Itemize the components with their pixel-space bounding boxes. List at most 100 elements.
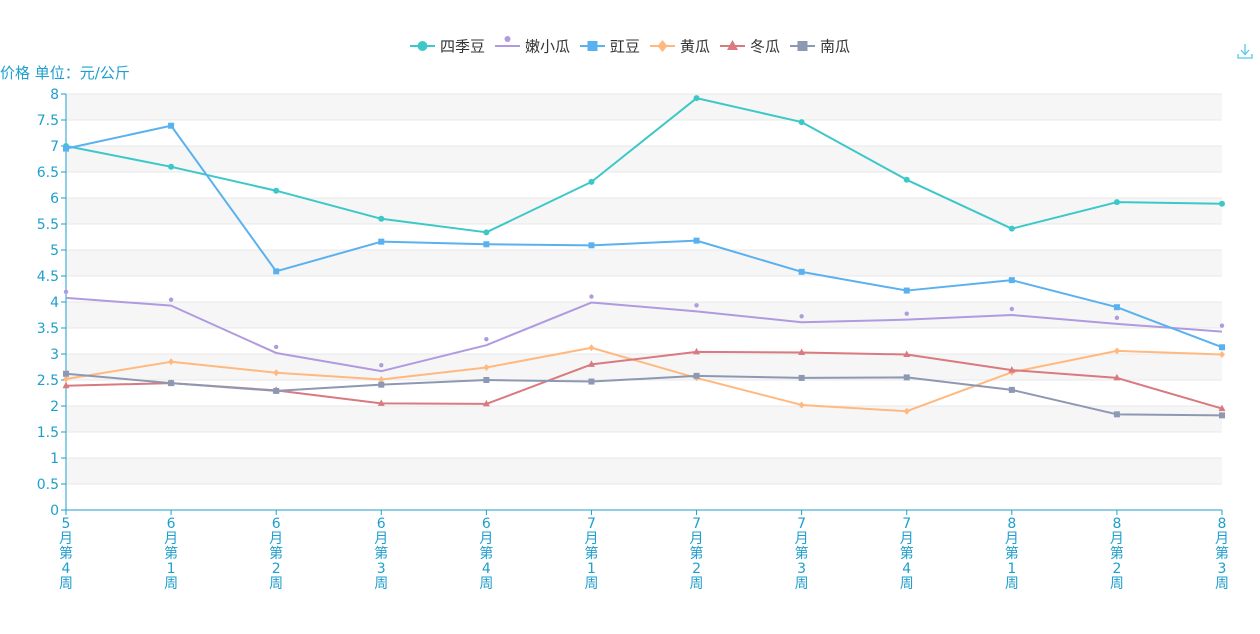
y-tick-label: 6.5: [37, 165, 59, 181]
data-point: [1008, 277, 1015, 284]
data-point: [379, 362, 384, 368]
data-point: [1218, 404, 1226, 412]
data-point: [378, 238, 385, 245]
data-point: [1113, 199, 1120, 206]
y-tick-label: 0: [50, 503, 59, 519]
legend-item-0[interactable]: 四季豆: [410, 38, 485, 56]
legend: 四季豆 嫩小瓜 豇豆 黄瓜 冬瓜 南瓜: [410, 36, 850, 56]
legend-item-4[interactable]: 冬瓜: [720, 38, 780, 56]
data-point: [903, 407, 910, 415]
data-point: [1008, 366, 1016, 373]
y-tick-label: 3: [50, 347, 59, 363]
data-point: [903, 374, 910, 381]
series-5: [63, 370, 1225, 419]
data-point: [1113, 411, 1120, 418]
data-point: [273, 187, 280, 194]
data-point: [1008, 225, 1015, 232]
data-point: [589, 294, 594, 299]
legend-marker: [417, 41, 428, 51]
data-point: [1219, 323, 1225, 328]
data-point: [798, 374, 805, 381]
y-tick-label: 7: [50, 139, 59, 155]
data-point: [484, 336, 489, 342]
data-point: [1219, 412, 1225, 419]
legend-label: 嫩小瓜: [525, 38, 570, 56]
series-line: [65, 346, 1223, 413]
y-tick-label: 8: [50, 87, 59, 103]
data-point: [1114, 315, 1120, 321]
series-0: [63, 95, 1225, 236]
grid-band: [66, 302, 1222, 328]
data-point: [798, 268, 805, 275]
x-tick-label: 7 月第 3 周: [795, 516, 809, 592]
x-tick-label: 8 月第 3 周: [1215, 516, 1229, 592]
y-tick-label: 5: [50, 243, 59, 259]
legend-marker: [657, 40, 668, 52]
data-point: [798, 119, 805, 126]
y-tick-label: 7.5: [37, 113, 59, 129]
data-point: [63, 370, 69, 377]
data-point: [378, 215, 385, 222]
data-point: [1113, 304, 1120, 311]
data-point: [1113, 373, 1121, 381]
x-tick-label: 7 月第 1 周: [584, 516, 598, 592]
data-point: [273, 344, 279, 350]
data-point: [798, 401, 805, 409]
y-axis-label: 价格 单位：元/公斤: [0, 64, 130, 82]
series-line: [65, 124, 1223, 349]
data-point: [904, 311, 909, 316]
data-point: [63, 375, 69, 383]
data-point: [1009, 306, 1015, 312]
grid-band: [66, 406, 1222, 432]
grid-lines: [66, 93, 1222, 485]
x-tick-label: 7 月第 2 周: [690, 516, 704, 592]
data-point: [168, 122, 175, 129]
data-point: [62, 381, 70, 389]
y-tick-label: 2.5: [37, 373, 59, 389]
data-point: [378, 375, 385, 383]
data-point: [693, 95, 700, 102]
data-point: [483, 229, 490, 236]
download-icon[interactable]: [1234, 40, 1256, 62]
legend-item-5[interactable]: 南瓜: [790, 38, 850, 56]
legend-label: 豇豆: [610, 38, 640, 56]
series-line: [65, 296, 1223, 373]
data-point: [1008, 386, 1015, 393]
data-point: [168, 358, 175, 366]
data-point: [378, 381, 385, 388]
x-tick-label: 7 月第 4 周: [900, 516, 914, 592]
grid-band: [66, 250, 1222, 276]
legend-marker: [797, 41, 808, 51]
legend-marker: [504, 36, 511, 42]
y-tick-label: 4.5: [37, 269, 59, 285]
y-tick-label: 4: [50, 295, 59, 311]
data-point: [273, 369, 280, 377]
series-line: [65, 97, 1223, 234]
data-point: [1113, 347, 1120, 355]
data-point: [273, 387, 280, 394]
legend-item-1[interactable]: 嫩小瓜: [495, 36, 570, 56]
series-1: [63, 289, 1225, 373]
legend-label: 冬瓜: [750, 38, 780, 56]
y-tick-label: 0.5: [37, 477, 59, 493]
data-point: [168, 297, 174, 302]
data-point: [273, 268, 280, 275]
data-point: [1219, 344, 1225, 351]
y-tick-label: 6: [50, 191, 59, 207]
data-point: [483, 377, 490, 383]
x-tick-label: 6 月第 2 周: [269, 516, 283, 592]
data-point: [483, 364, 490, 372]
x-tick-label: 8 月第 1 周: [1005, 516, 1019, 592]
data-point: [168, 380, 175, 387]
x-tick-label: 5 月第 4 周: [59, 516, 73, 592]
legend-item-3[interactable]: 黄瓜: [650, 38, 710, 56]
download-tray: [1237, 54, 1253, 59]
y-tick-labels: 0 0.5 1 1.5 2 2.5 3 3.5 4 4.5 5 5.5 6 6.5 7 7.5 8: [37, 87, 66, 519]
y-tick-label: 3.5: [37, 321, 59, 337]
data-point: [483, 241, 490, 248]
data-point: [693, 347, 701, 355]
data-point: [588, 178, 595, 185]
legend-item-2[interactable]: 豇豆: [580, 38, 640, 56]
legend-label: 四季豆: [440, 38, 485, 56]
